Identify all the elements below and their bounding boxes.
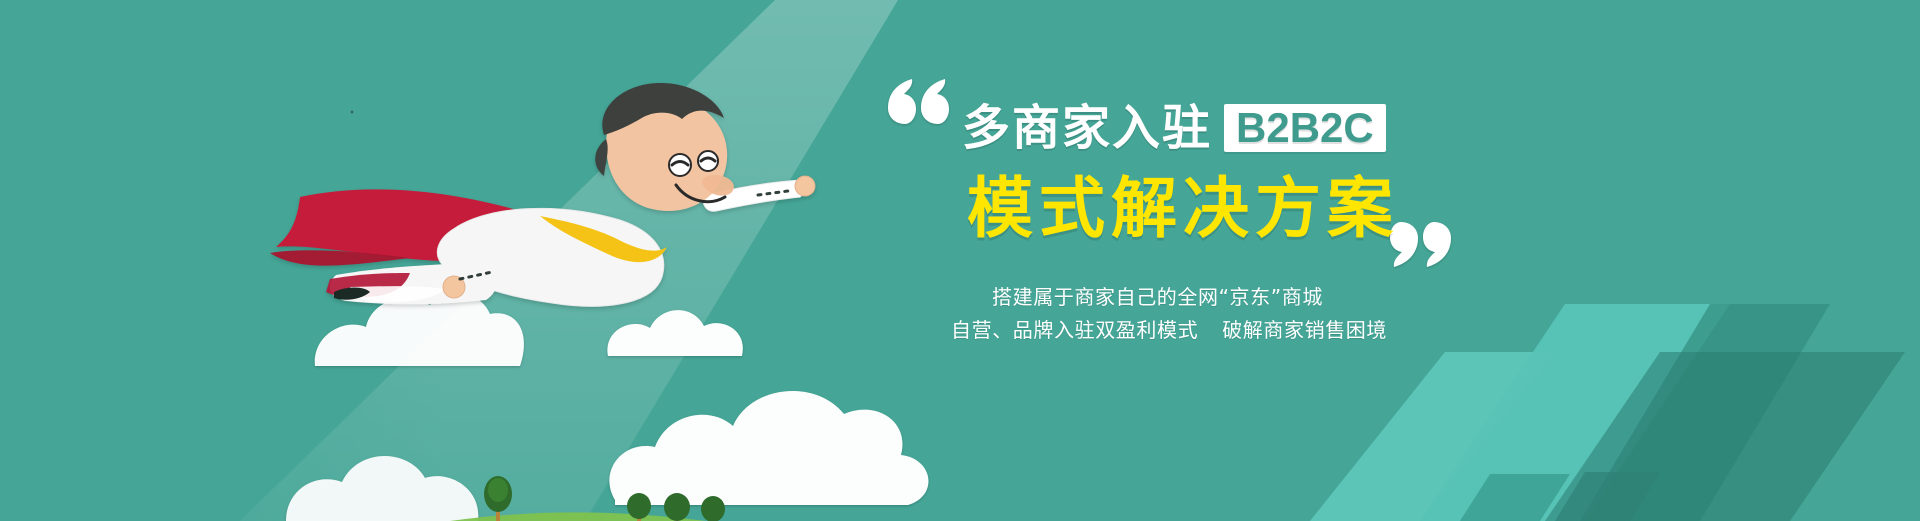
hair (602, 82, 724, 135)
cloud-group (286, 293, 929, 521)
quote-open-icon (888, 79, 949, 124)
head (595, 82, 734, 211)
tree-icon (664, 493, 690, 521)
cloud-icon (607, 310, 743, 356)
ground-strip (450, 512, 706, 521)
ground-and-trees (450, 476, 725, 521)
quote-close-icon (1390, 222, 1451, 267)
tie (540, 216, 667, 263)
hand (442, 275, 466, 299)
flying-superhero-illustration (270, 82, 816, 307)
arm (702, 179, 806, 212)
tree-icon (627, 493, 651, 521)
shoe (334, 287, 370, 300)
cloud-icon (609, 391, 929, 505)
tree-icon (484, 476, 512, 521)
tree-icon (701, 496, 725, 521)
cloud-icon (314, 293, 524, 366)
cloud-icon (286, 455, 479, 521)
hand (794, 175, 816, 197)
stray-dot (350, 110, 354, 114)
diagonal-stripe-shapes (1310, 304, 1905, 521)
